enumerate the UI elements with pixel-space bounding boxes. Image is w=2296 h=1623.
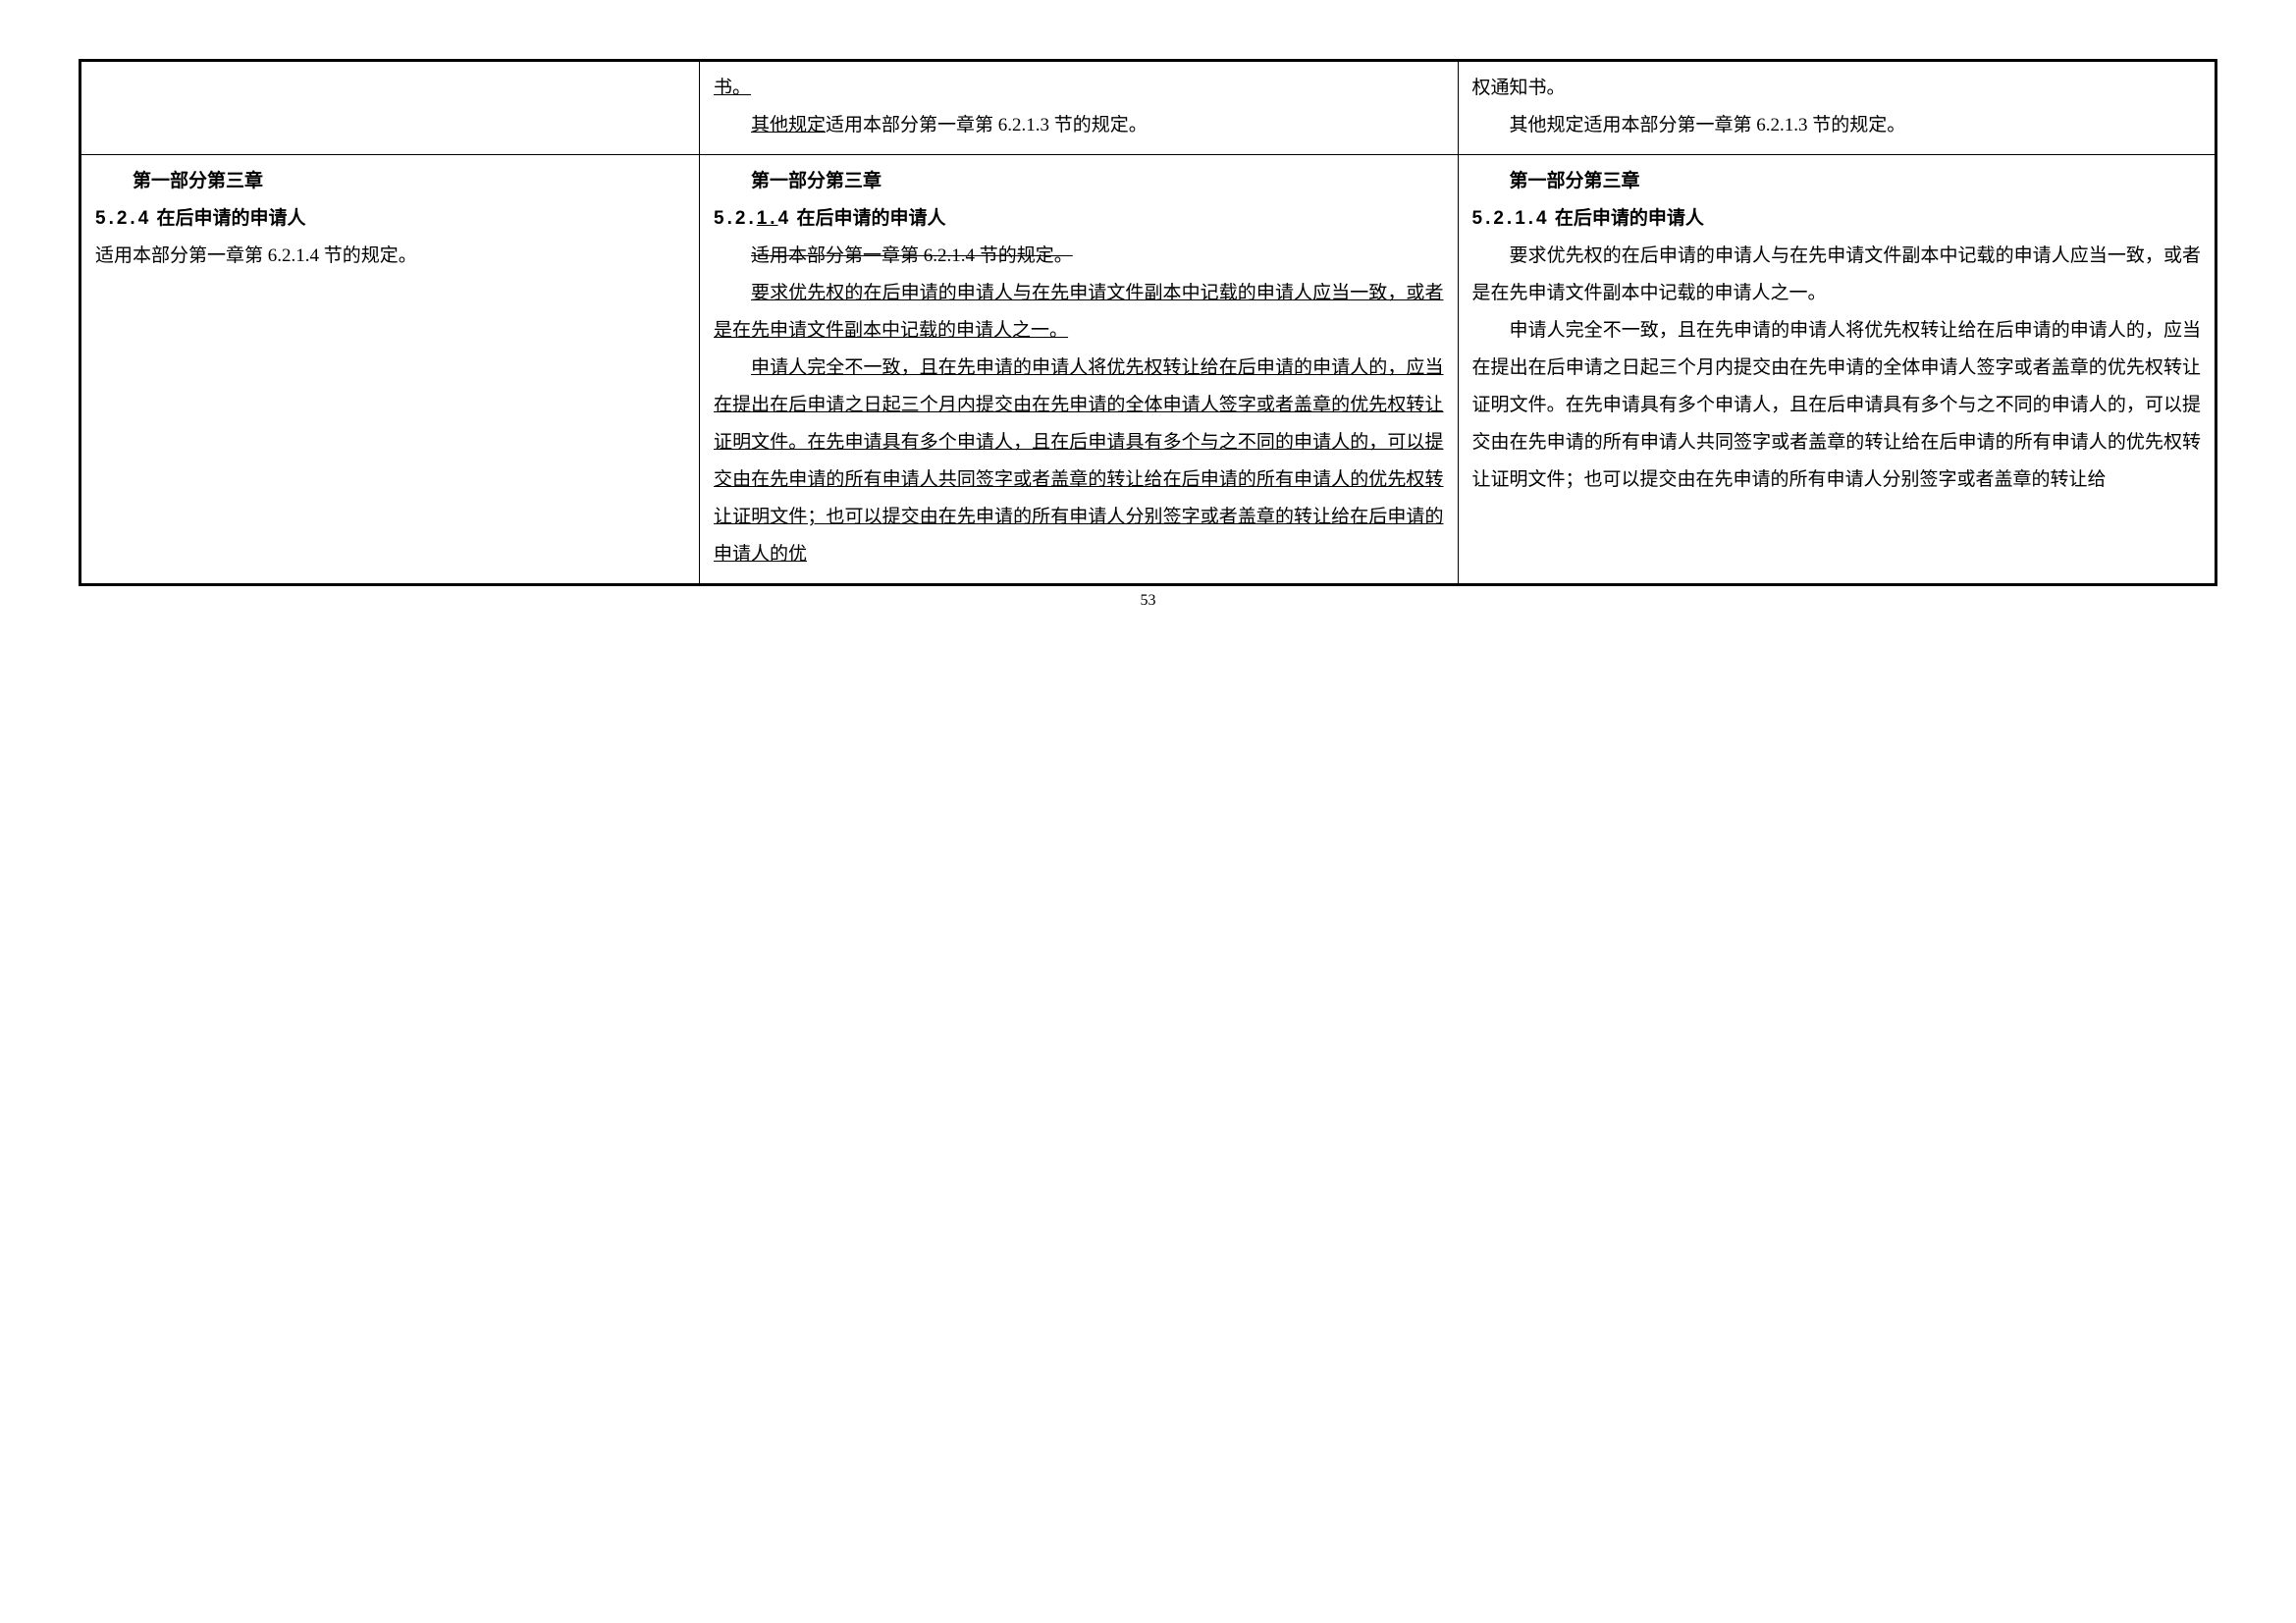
cell-r2c1: 第一部分第三章 5.2.4 在后申请的申请人 适用本部分第一章第 6.2.1.4…: [80, 155, 700, 585]
chapter-heading: 第一部分第三章: [1472, 163, 2202, 200]
paragraph: 适用本部分第一章第 6.2.1.4 节的规定。: [95, 238, 685, 275]
cell-r1c1: [80, 61, 700, 155]
struck-paragraph: 适用本部分第一章第 6.2.1.4 节的规定。: [714, 238, 1443, 275]
paragraph: 其他规定适用本部分第一章第 6.2.1.3 节的规定。: [1472, 107, 2202, 144]
paragraph: 其他规定适用本部分第一章第 6.2.1.3 节的规定。: [714, 107, 1443, 144]
table-row: 第一部分第三章 5.2.4 在后申请的申请人 适用本部分第一章第 6.2.1.4…: [80, 155, 2216, 585]
chapter-heading: 第一部分第三章: [95, 163, 685, 200]
fragment-text: 书。: [714, 70, 1443, 107]
fragment-text: 权通知书。: [1472, 70, 2202, 107]
cell-r2c3: 第一部分第三章 5.2.1.4 在后申请的申请人 要求优先权的在后申请的申请人与…: [1458, 155, 2216, 585]
comparison-table: 书。 其他规定适用本部分第一章第 6.2.1.3 节的规定。 权通知书。 其他规…: [79, 59, 2217, 586]
cell-r2c2: 第一部分第三章 5.2.1.4 在后申请的申请人 适用本部分第一章第 6.2.1…: [700, 155, 1458, 585]
section-heading: 5.2.1.4 在后申请的申请人: [714, 200, 1443, 238]
cell-r1c2: 书。 其他规定适用本部分第一章第 6.2.1.3 节的规定。: [700, 61, 1458, 155]
table-row: 书。 其他规定适用本部分第一章第 6.2.1.3 节的规定。 权通知书。 其他规…: [80, 61, 2216, 155]
section-heading: 5.2.4 在后申请的申请人: [95, 200, 685, 238]
page-number: 53: [79, 592, 2217, 610]
cell-r1c3: 权通知书。 其他规定适用本部分第一章第 6.2.1.3 节的规定。: [1458, 61, 2216, 155]
section-heading: 5.2.1.4 在后申请的申请人: [1472, 200, 2202, 238]
inserted-paragraph: 申请人完全不一致，且在先申请的申请人将优先权转让给在后申请的申请人的，应当在提出…: [714, 350, 1443, 573]
paragraph: 要求优先权的在后申请的申请人与在先申请文件副本中记载的申请人应当一致，或者是在先…: [1472, 238, 2202, 312]
inserted-paragraph: 要求优先权的在后申请的申请人与在先申请文件副本中记载的申请人应当一致，或者是在先…: [714, 275, 1443, 350]
chapter-heading: 第一部分第三章: [714, 163, 1443, 200]
paragraph: 申请人完全不一致，且在先申请的申请人将优先权转让给在后申请的申请人的，应当在提出…: [1472, 312, 2202, 499]
